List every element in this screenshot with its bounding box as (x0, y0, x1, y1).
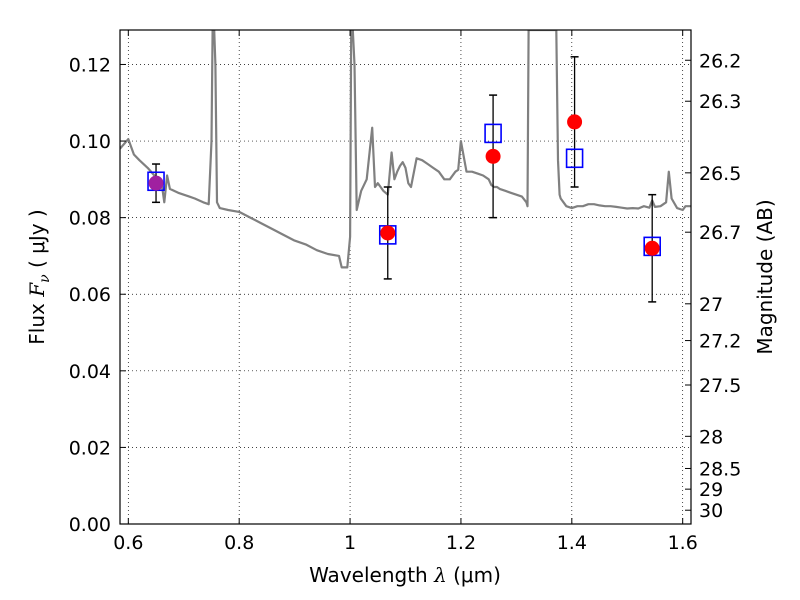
y-tick-label: 0.06 (69, 284, 111, 306)
y2-tick-label: 29 (699, 479, 723, 501)
x-tick-label: 1 (344, 532, 356, 554)
model-photometry-square (565, 148, 584, 169)
measured-flux-point (148, 175, 164, 191)
grid (120, 30, 691, 525)
y2-tick-label: 26.5 (699, 163, 741, 185)
y2-axis-label: Magnitude (AB) (753, 199, 777, 354)
y-tick-label: 0.08 (69, 208, 111, 230)
y2-tick-label: 27.5 (699, 375, 741, 397)
y-tick-label: 0.10 (69, 131, 111, 153)
y2-tick-label: 30 (699, 500, 723, 522)
measured-flux-point (485, 148, 501, 164)
errorbar-layer (152, 56, 657, 303)
x-tick-label: 0.6 (113, 532, 143, 554)
marker-layer (147, 114, 661, 257)
y2-tick-label: 26.7 (699, 222, 741, 244)
y-tick-label: 0.02 (69, 437, 111, 459)
y2-tick-label: 27.2 (699, 331, 741, 353)
y2-tick-label: 28 (699, 426, 723, 448)
y2-tick-label: 28.5 (699, 458, 741, 480)
y2-tick-label: 26.3 (699, 91, 741, 113)
y2-tick-label: 27 (699, 294, 723, 316)
y-tick-label: 0.04 (69, 361, 111, 383)
x-tick-label: 0.8 (224, 532, 254, 554)
x-tick-label: 1.4 (557, 532, 587, 554)
x-axis-label: Wavelength λ (μm) (309, 563, 501, 587)
spectrum-layer (120, 30, 691, 269)
y-tick-label: 0.00 (69, 514, 111, 536)
measured-flux-point (644, 240, 660, 256)
measured-flux-point (380, 225, 396, 241)
plot-frame (119, 29, 692, 525)
y-axis-label: Flux Fν ( μJy ) (25, 209, 53, 344)
y-axis: 0.00 0.02 0.04 0.06 0.08 0.10 0.12 (69, 54, 126, 536)
y-tick-label: 0.12 (69, 54, 111, 76)
spectrum-line (120, 30, 691, 269)
measured-flux-point (567, 114, 583, 130)
x-tick-label: 1.6 (668, 532, 698, 554)
y2-tick-label: 26.2 (699, 50, 741, 72)
x-axis: 0.6 0.8 1 1.2 1.4 1.6 (113, 30, 698, 554)
x-tick-label: 1.2 (446, 532, 476, 554)
model-photometry-square (484, 123, 502, 144)
